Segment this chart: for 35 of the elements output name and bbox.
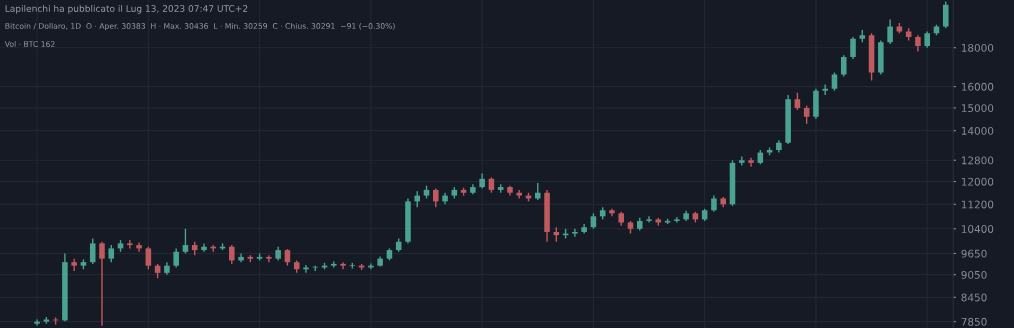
y-tick-label: 12800 [961, 156, 994, 165]
candlestick [831, 71, 838, 92]
y-tick-label: 15000 [961, 104, 994, 113]
candlestick [145, 246, 152, 270]
candlestick [71, 257, 77, 272]
candlestick [572, 228, 578, 238]
annotation: Lapilenchi ha pubblicato il Lug 13, 2023 07:47 UTC+2 [5, 4, 248, 14]
candlestick [89, 237, 96, 265]
candlestick [201, 242, 207, 253]
candlestick [433, 187, 439, 208]
candlestick [238, 252, 244, 263]
candlestick [340, 261, 346, 270]
y-tick-label: 10400 [961, 225, 994, 233]
y-tick-label: 11200 [961, 200, 994, 209]
candlestick [136, 241, 142, 253]
candlestick [748, 156, 754, 168]
candlestick [173, 247, 179, 269]
candlestick [182, 228, 189, 255]
candlestick [942, 0, 949, 29]
candlestick [266, 254, 272, 263]
y-tick-label: 16000 [961, 82, 994, 91]
candlestick [850, 36, 856, 60]
y-tick-label: 8450 [961, 293, 987, 302]
y-tick-label: 7850 [961, 317, 987, 326]
candlestick [887, 18, 893, 45]
y-tick-label: 9650 [961, 249, 987, 258]
candlestick [840, 54, 847, 78]
y-tick-label: 18000 [961, 43, 994, 52]
y-tick-label: 14000 [961, 126, 994, 135]
candlestick [303, 264, 309, 274]
y-tick-label: 12000 [961, 177, 994, 186]
y-tick-label: 9050 [961, 270, 987, 279]
candlestick [127, 239, 133, 250]
candlestick [229, 244, 235, 265]
candlestick [99, 241, 105, 327]
